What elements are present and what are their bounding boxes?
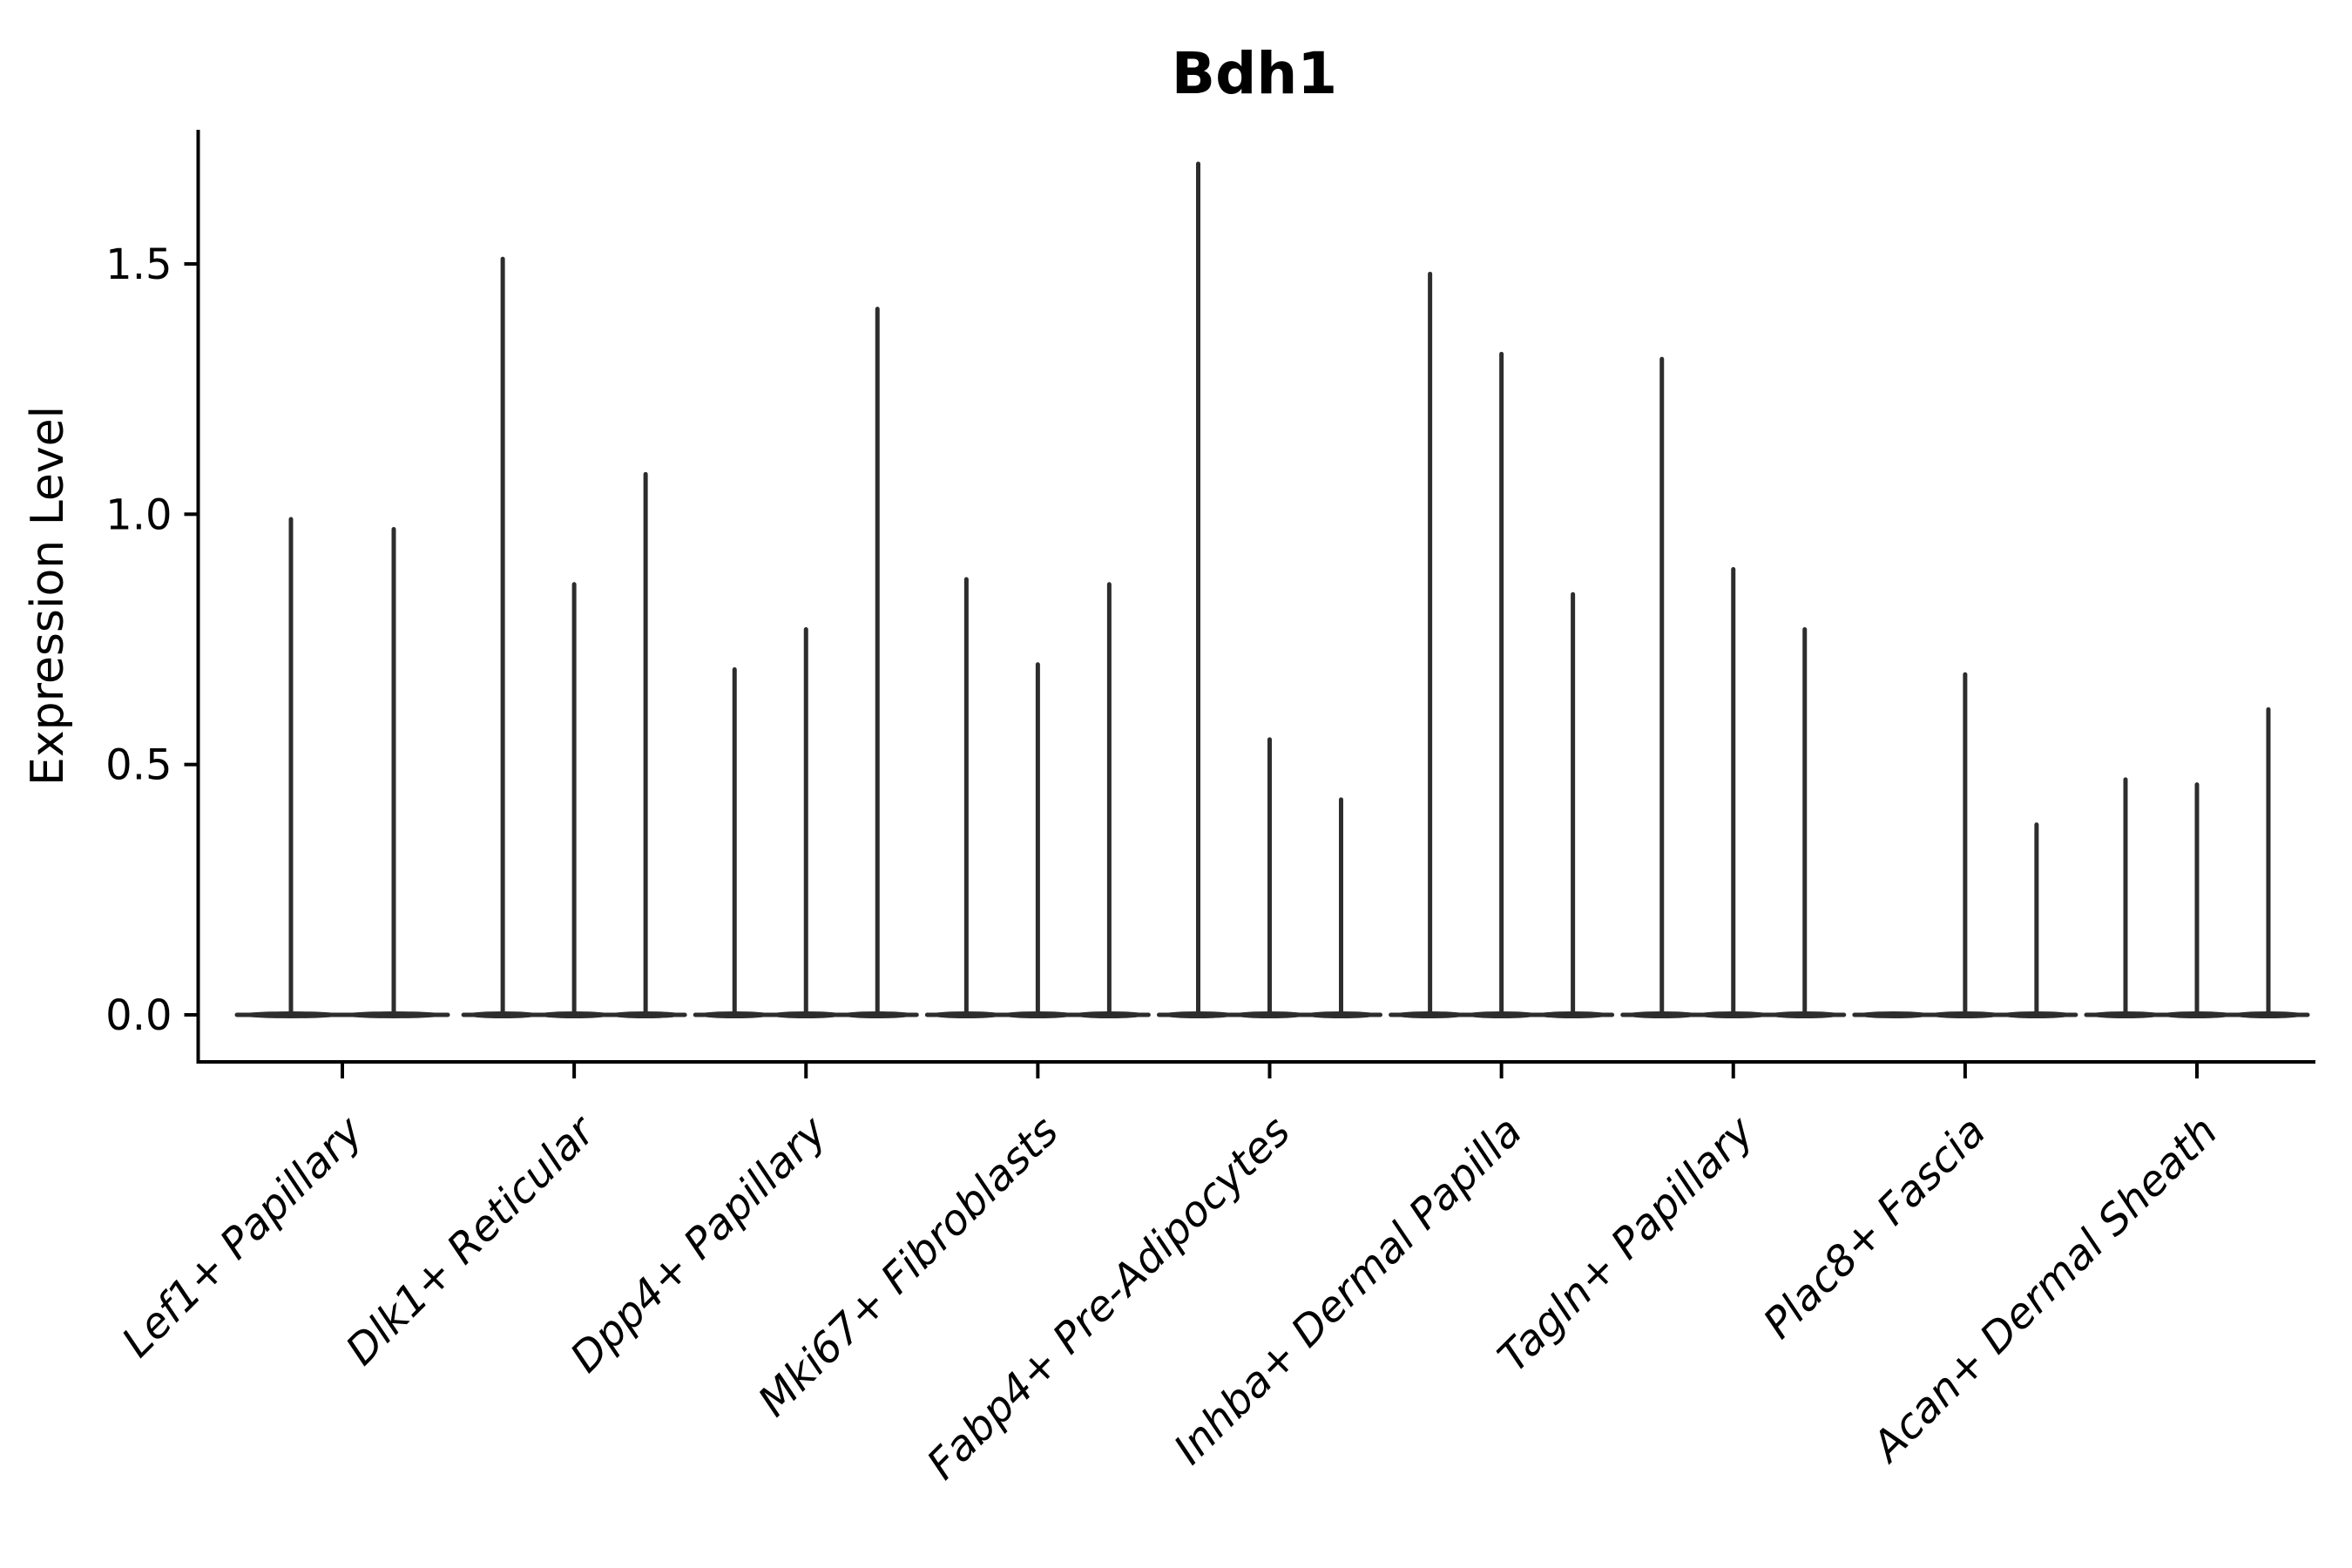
violin-base: [1856, 1011, 1931, 1018]
y-tick-label: 1.0: [105, 490, 172, 539]
chart-title: Bdh1: [1172, 40, 1337, 107]
y-tick-label: 0.0: [105, 991, 172, 1040]
x-axis-label: Lef1+ Papillary: [112, 1106, 373, 1367]
x-axis-label: Plac8+ Fascia: [1754, 1107, 1996, 1348]
y-tick-label: 1.5: [105, 240, 172, 289]
y-axis-title: Expression Level: [22, 406, 74, 786]
x-axis-label: Dlk1+ Reticular: [336, 1105, 606, 1375]
x-axis-label: Tagln+ Papillary: [1489, 1106, 1764, 1382]
x-axis-label: Dpp4+ Papillary: [561, 1106, 836, 1382]
y-tick-label: 0.5: [105, 741, 172, 790]
